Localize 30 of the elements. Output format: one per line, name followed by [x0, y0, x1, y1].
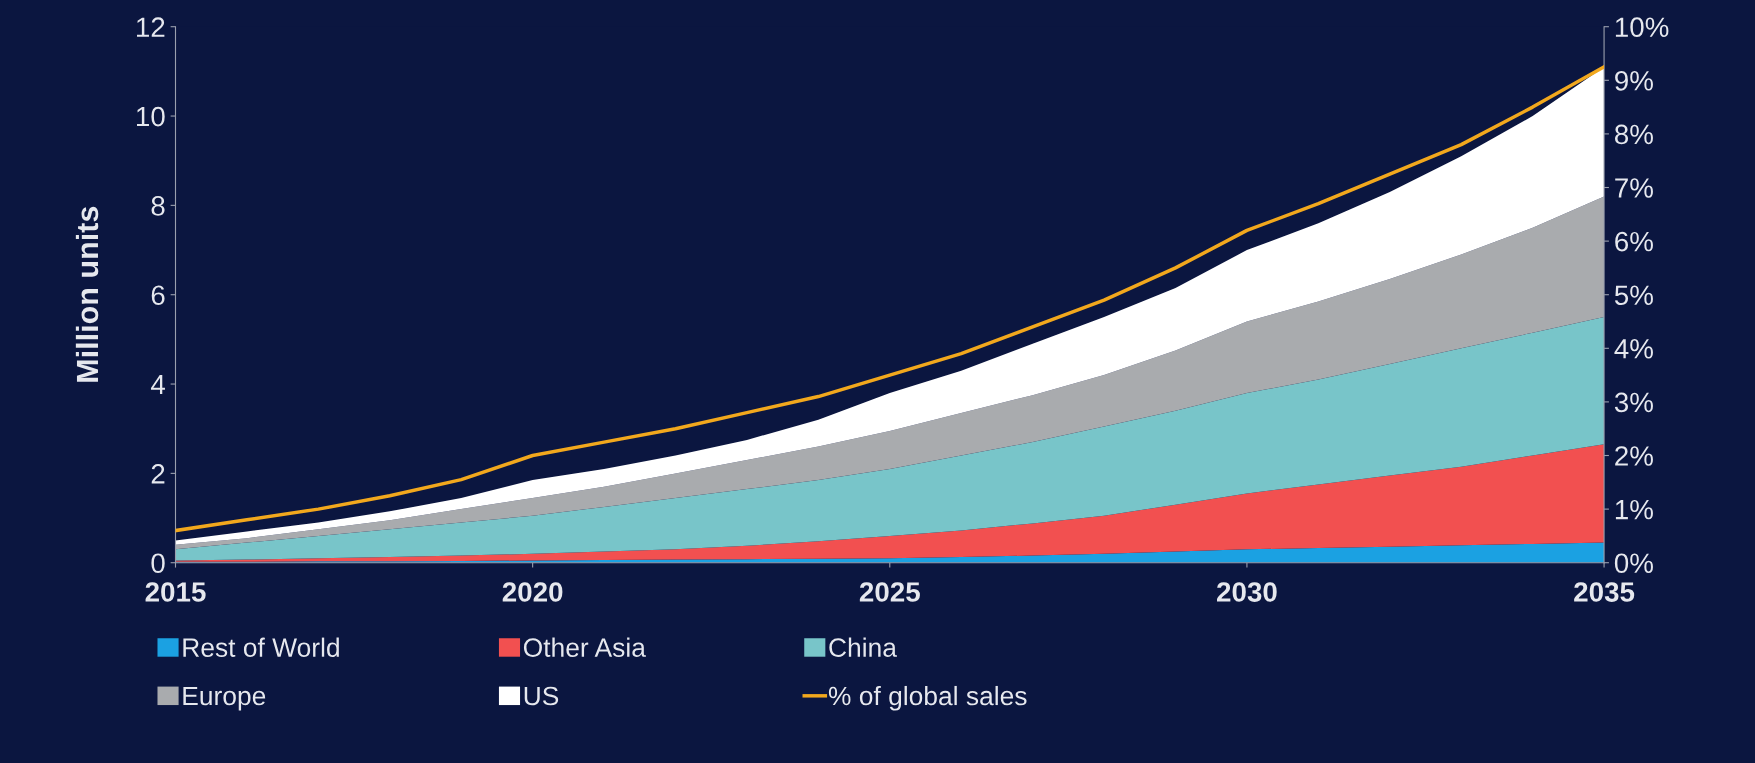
x-tick-label: 2015	[145, 582, 206, 602]
y-tick-label: 6	[151, 285, 165, 306]
y2-tick-label: 6%	[1615, 231, 1653, 252]
y2-tick-label: 4%	[1614, 339, 1653, 359]
y-tick-label: 0	[151, 553, 165, 574]
y2-tick-label: 3%	[1614, 392, 1653, 413]
x-tick-label: 2035	[1574, 582, 1635, 602]
legend-label: % of global sales	[828, 685, 1027, 711]
y2-tick-label: 7%	[1615, 178, 1653, 198]
legend-label: Rest of World	[183, 637, 339, 657]
x-tick-label: 2025	[859, 582, 920, 602]
y-tick-label: 12	[137, 17, 165, 37]
legend-label: Other Asia	[523, 637, 646, 657]
y2-tick-label: 0%	[1614, 553, 1653, 574]
y-tick-label: 8	[151, 196, 165, 216]
legend-label: China	[829, 637, 897, 657]
y2-tick-label: 5%	[1614, 285, 1653, 306]
legend-label: US	[524, 686, 559, 706]
y-tick-label: 4	[150, 375, 165, 395]
x-tick-label: 2030	[1217, 582, 1277, 602]
y2-tick-label: 9%	[1615, 70, 1653, 91]
y2-tick-label: 1%	[1615, 499, 1653, 520]
y-tick-label: 10	[137, 106, 165, 127]
y2-tick-label: 2%	[1615, 446, 1653, 466]
legend-label: Europe	[183, 686, 266, 711]
x-tick-label: 2020	[502, 582, 563, 602]
y2-tick-label: 8%	[1615, 124, 1653, 145]
y-tick-label: 2	[151, 464, 165, 484]
y-axis-title: Million units	[75, 206, 99, 382]
y2-tick-label: 10%	[1615, 17, 1669, 38]
